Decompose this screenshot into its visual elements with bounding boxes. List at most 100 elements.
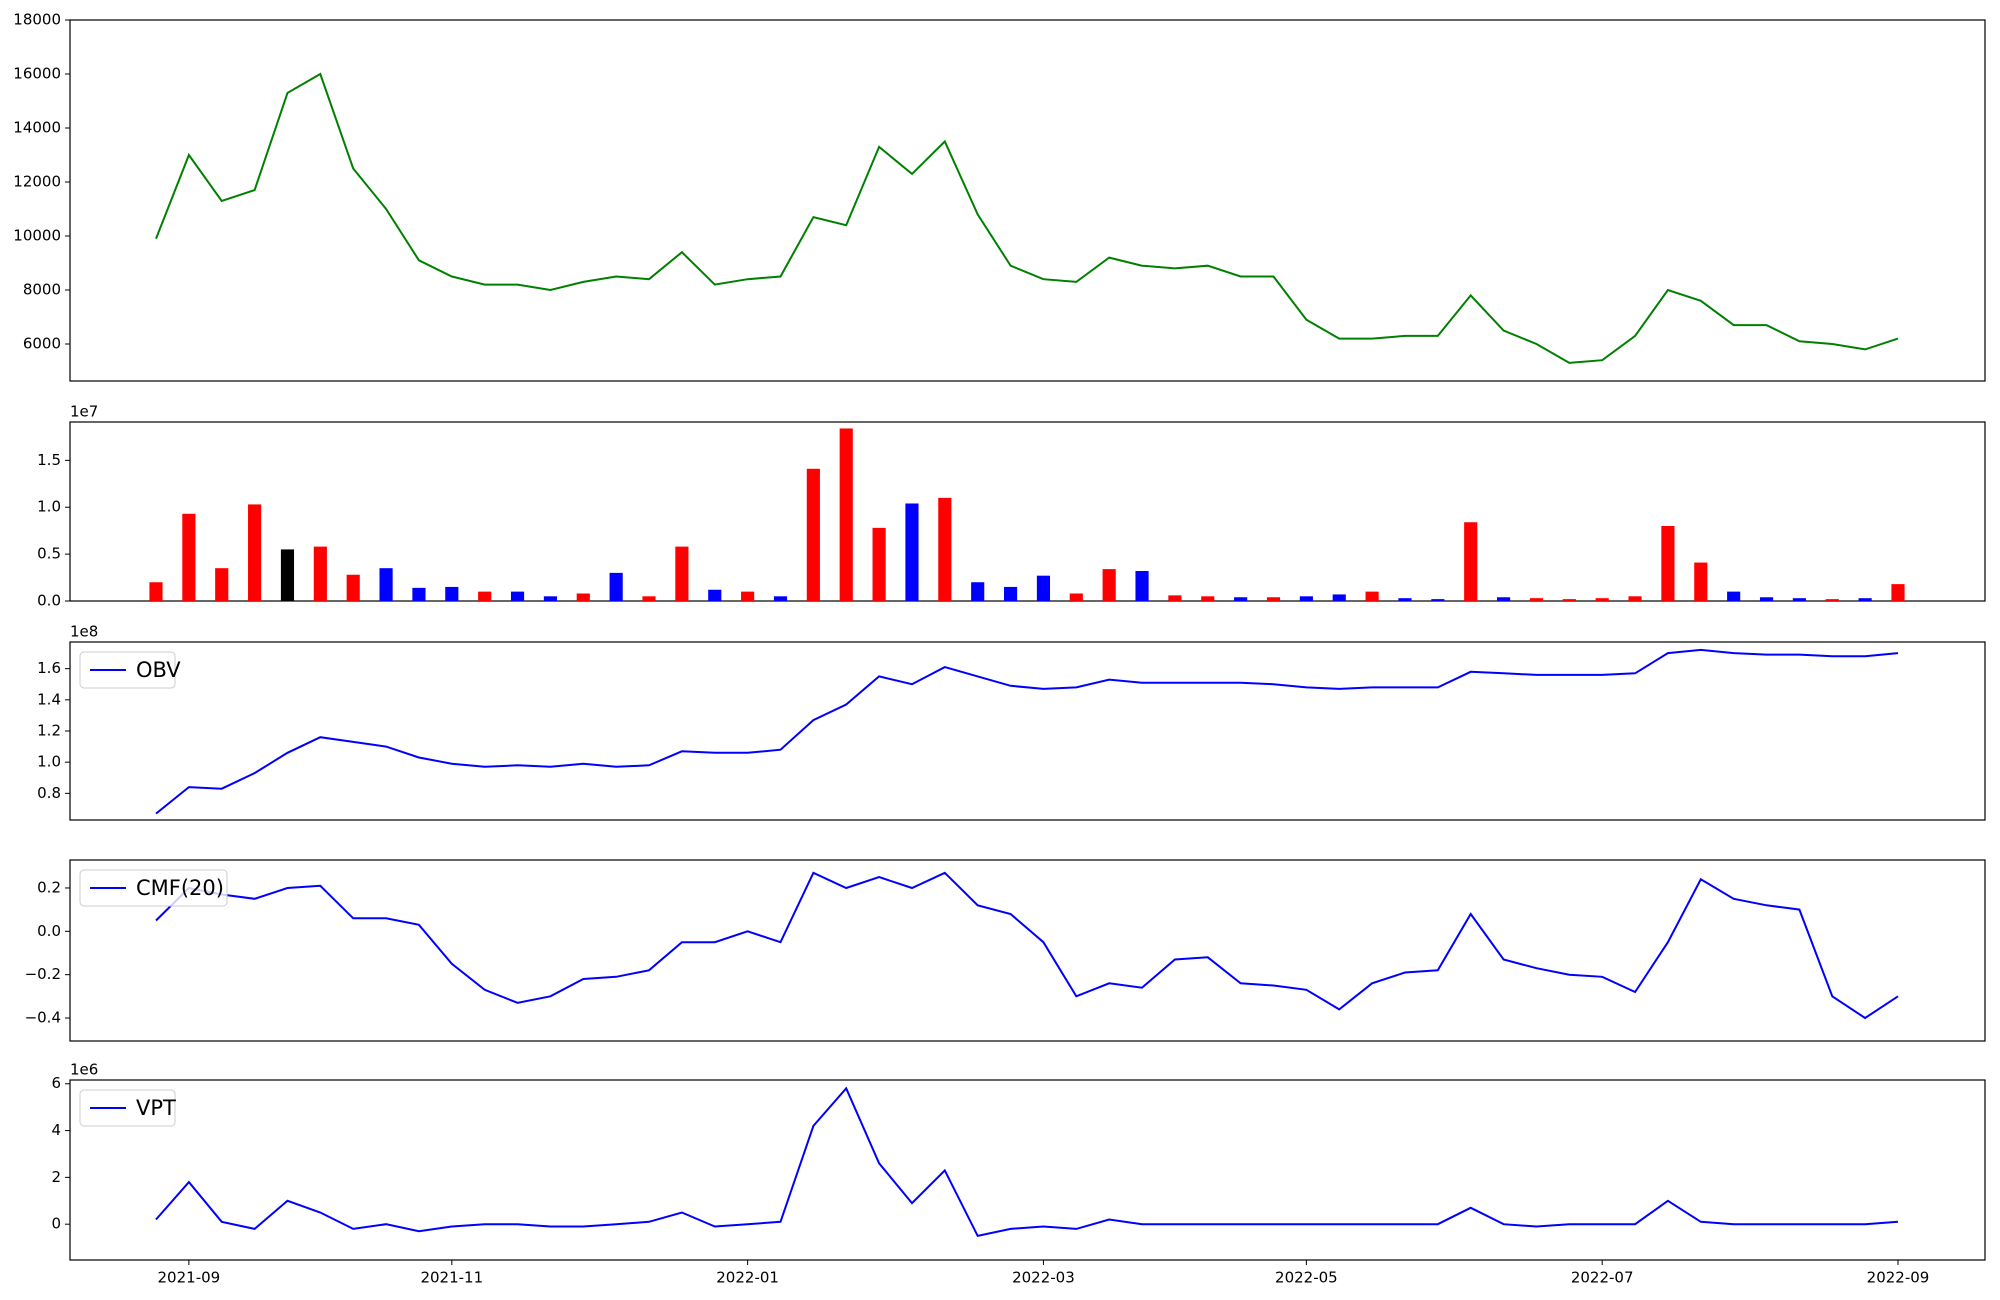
legend-box <box>79 869 228 907</box>
volume-bar <box>1595 598 1609 601</box>
volume-bar <box>1497 597 1511 601</box>
volume-bar <box>1464 522 1478 601</box>
offset-label: 1e6 <box>70 1061 98 1079</box>
y-tick-label: 6 <box>51 1074 61 1092</box>
y-tick-label: 0.5 <box>37 545 61 563</box>
y-tick-label: 10000 <box>13 227 61 245</box>
volume-bar <box>1628 596 1642 601</box>
volume-bar <box>1135 570 1149 601</box>
legend-box <box>79 651 176 689</box>
volume-bar <box>478 591 492 601</box>
y-tick-label: 6000 <box>23 335 61 353</box>
volume-bar <box>1529 598 1544 601</box>
volume-bar <box>1562 599 1576 601</box>
series-line <box>155 648 1899 815</box>
volume-bar <box>708 589 722 601</box>
volume-bar <box>1858 598 1872 601</box>
volume-bar <box>248 504 262 601</box>
volume-bar <box>280 549 295 601</box>
x-tick-label: 2022-05 <box>1275 1269 1338 1287</box>
legend-label: OBV <box>136 658 181 682</box>
series-line <box>155 1086 1899 1238</box>
volume-bar <box>1759 597 1774 601</box>
price-line <box>155 72 1899 364</box>
volume-bar <box>1398 598 1412 601</box>
volume-bar <box>1792 598 1806 601</box>
volume-bar <box>576 593 590 601</box>
volume-bar <box>741 591 755 601</box>
plot-frame <box>69 19 1986 382</box>
y-tick-label: 1.6 <box>37 659 61 677</box>
y-tick-label: 0 <box>51 1215 61 1233</box>
volume-bar <box>1891 584 1905 601</box>
volume-bar <box>1431 599 1445 601</box>
y-tick-label: 1.2 <box>37 722 61 740</box>
volume-bar <box>1102 569 1116 601</box>
volume-bar <box>379 568 393 601</box>
plot-frame <box>69 421 1986 602</box>
volume-bar <box>839 428 853 601</box>
y-tick-label: 14000 <box>13 119 61 137</box>
volume-bar <box>1332 594 1346 601</box>
legend-label: VPT <box>136 1096 176 1120</box>
volume-bar <box>675 546 689 601</box>
y-tick-label: 1.0 <box>37 753 61 771</box>
volume-bar <box>1299 596 1313 601</box>
y-tick-label: 2 <box>51 1168 61 1186</box>
volume-bar <box>1266 597 1281 601</box>
volume-bar <box>1825 599 1839 601</box>
volume-bar <box>1694 562 1708 601</box>
legend-label: CMF(20) <box>136 876 224 900</box>
volume-bar <box>1003 586 1018 601</box>
y-tick-label: 1.0 <box>37 498 61 516</box>
offset-label: 1e8 <box>70 623 98 641</box>
legend-box <box>79 1089 176 1127</box>
volume-bar <box>1036 575 1051 601</box>
volume-bar <box>346 574 360 601</box>
volume-bar <box>938 497 952 601</box>
volume-bar <box>1727 591 1741 601</box>
volume-bar <box>1201 596 1215 601</box>
y-tick-label: 1.5 <box>37 451 61 469</box>
plot-frame <box>69 641 1986 821</box>
x-tick-label: 2022-01 <box>716 1269 779 1287</box>
y-tick-label: 0.0 <box>37 922 61 940</box>
volume-bar <box>1661 525 1675 601</box>
y-tick-label: −0.4 <box>25 1009 61 1027</box>
volume-bar <box>149 582 163 601</box>
x-tick-label: 2021-09 <box>158 1269 221 1287</box>
volume-bar <box>543 596 557 601</box>
x-tick-label: 2022-09 <box>1867 1269 1930 1287</box>
y-tick-label: 16000 <box>13 65 61 83</box>
x-tick-label: 2022-07 <box>1571 1269 1634 1287</box>
plot-frame <box>69 859 1986 1042</box>
volume-bar <box>872 527 886 601</box>
series-line <box>155 871 1899 1020</box>
volume-bar <box>1069 593 1083 601</box>
y-tick-label: 1.4 <box>37 690 61 708</box>
volume-bar <box>1234 597 1248 601</box>
y-tick-label: 0.8 <box>37 784 61 802</box>
volume-bar <box>412 587 426 601</box>
volume-bar <box>806 468 820 601</box>
volume-bar <box>510 591 525 601</box>
volume-bar <box>215 568 229 601</box>
volume-bar <box>313 546 327 601</box>
x-tick-label: 2021-11 <box>420 1269 483 1287</box>
volume-bar <box>971 582 985 601</box>
volume-bar <box>445 586 459 601</box>
offset-label: 1e7 <box>70 403 98 421</box>
y-tick-label: 0.2 <box>37 878 61 896</box>
y-tick-label: 4 <box>51 1121 61 1139</box>
x-tick-label: 2022-03 <box>1012 1269 1075 1287</box>
volume-bar <box>642 596 656 601</box>
volume-bar <box>1365 591 1379 601</box>
volume-bar <box>773 596 788 601</box>
y-tick-label: −0.2 <box>25 965 61 983</box>
volume-bar <box>609 572 623 601</box>
y-tick-label: 18000 <box>13 11 61 29</box>
y-tick-label: 12000 <box>13 173 61 191</box>
volume-bar <box>182 513 196 601</box>
y-tick-label: 8000 <box>23 281 61 299</box>
